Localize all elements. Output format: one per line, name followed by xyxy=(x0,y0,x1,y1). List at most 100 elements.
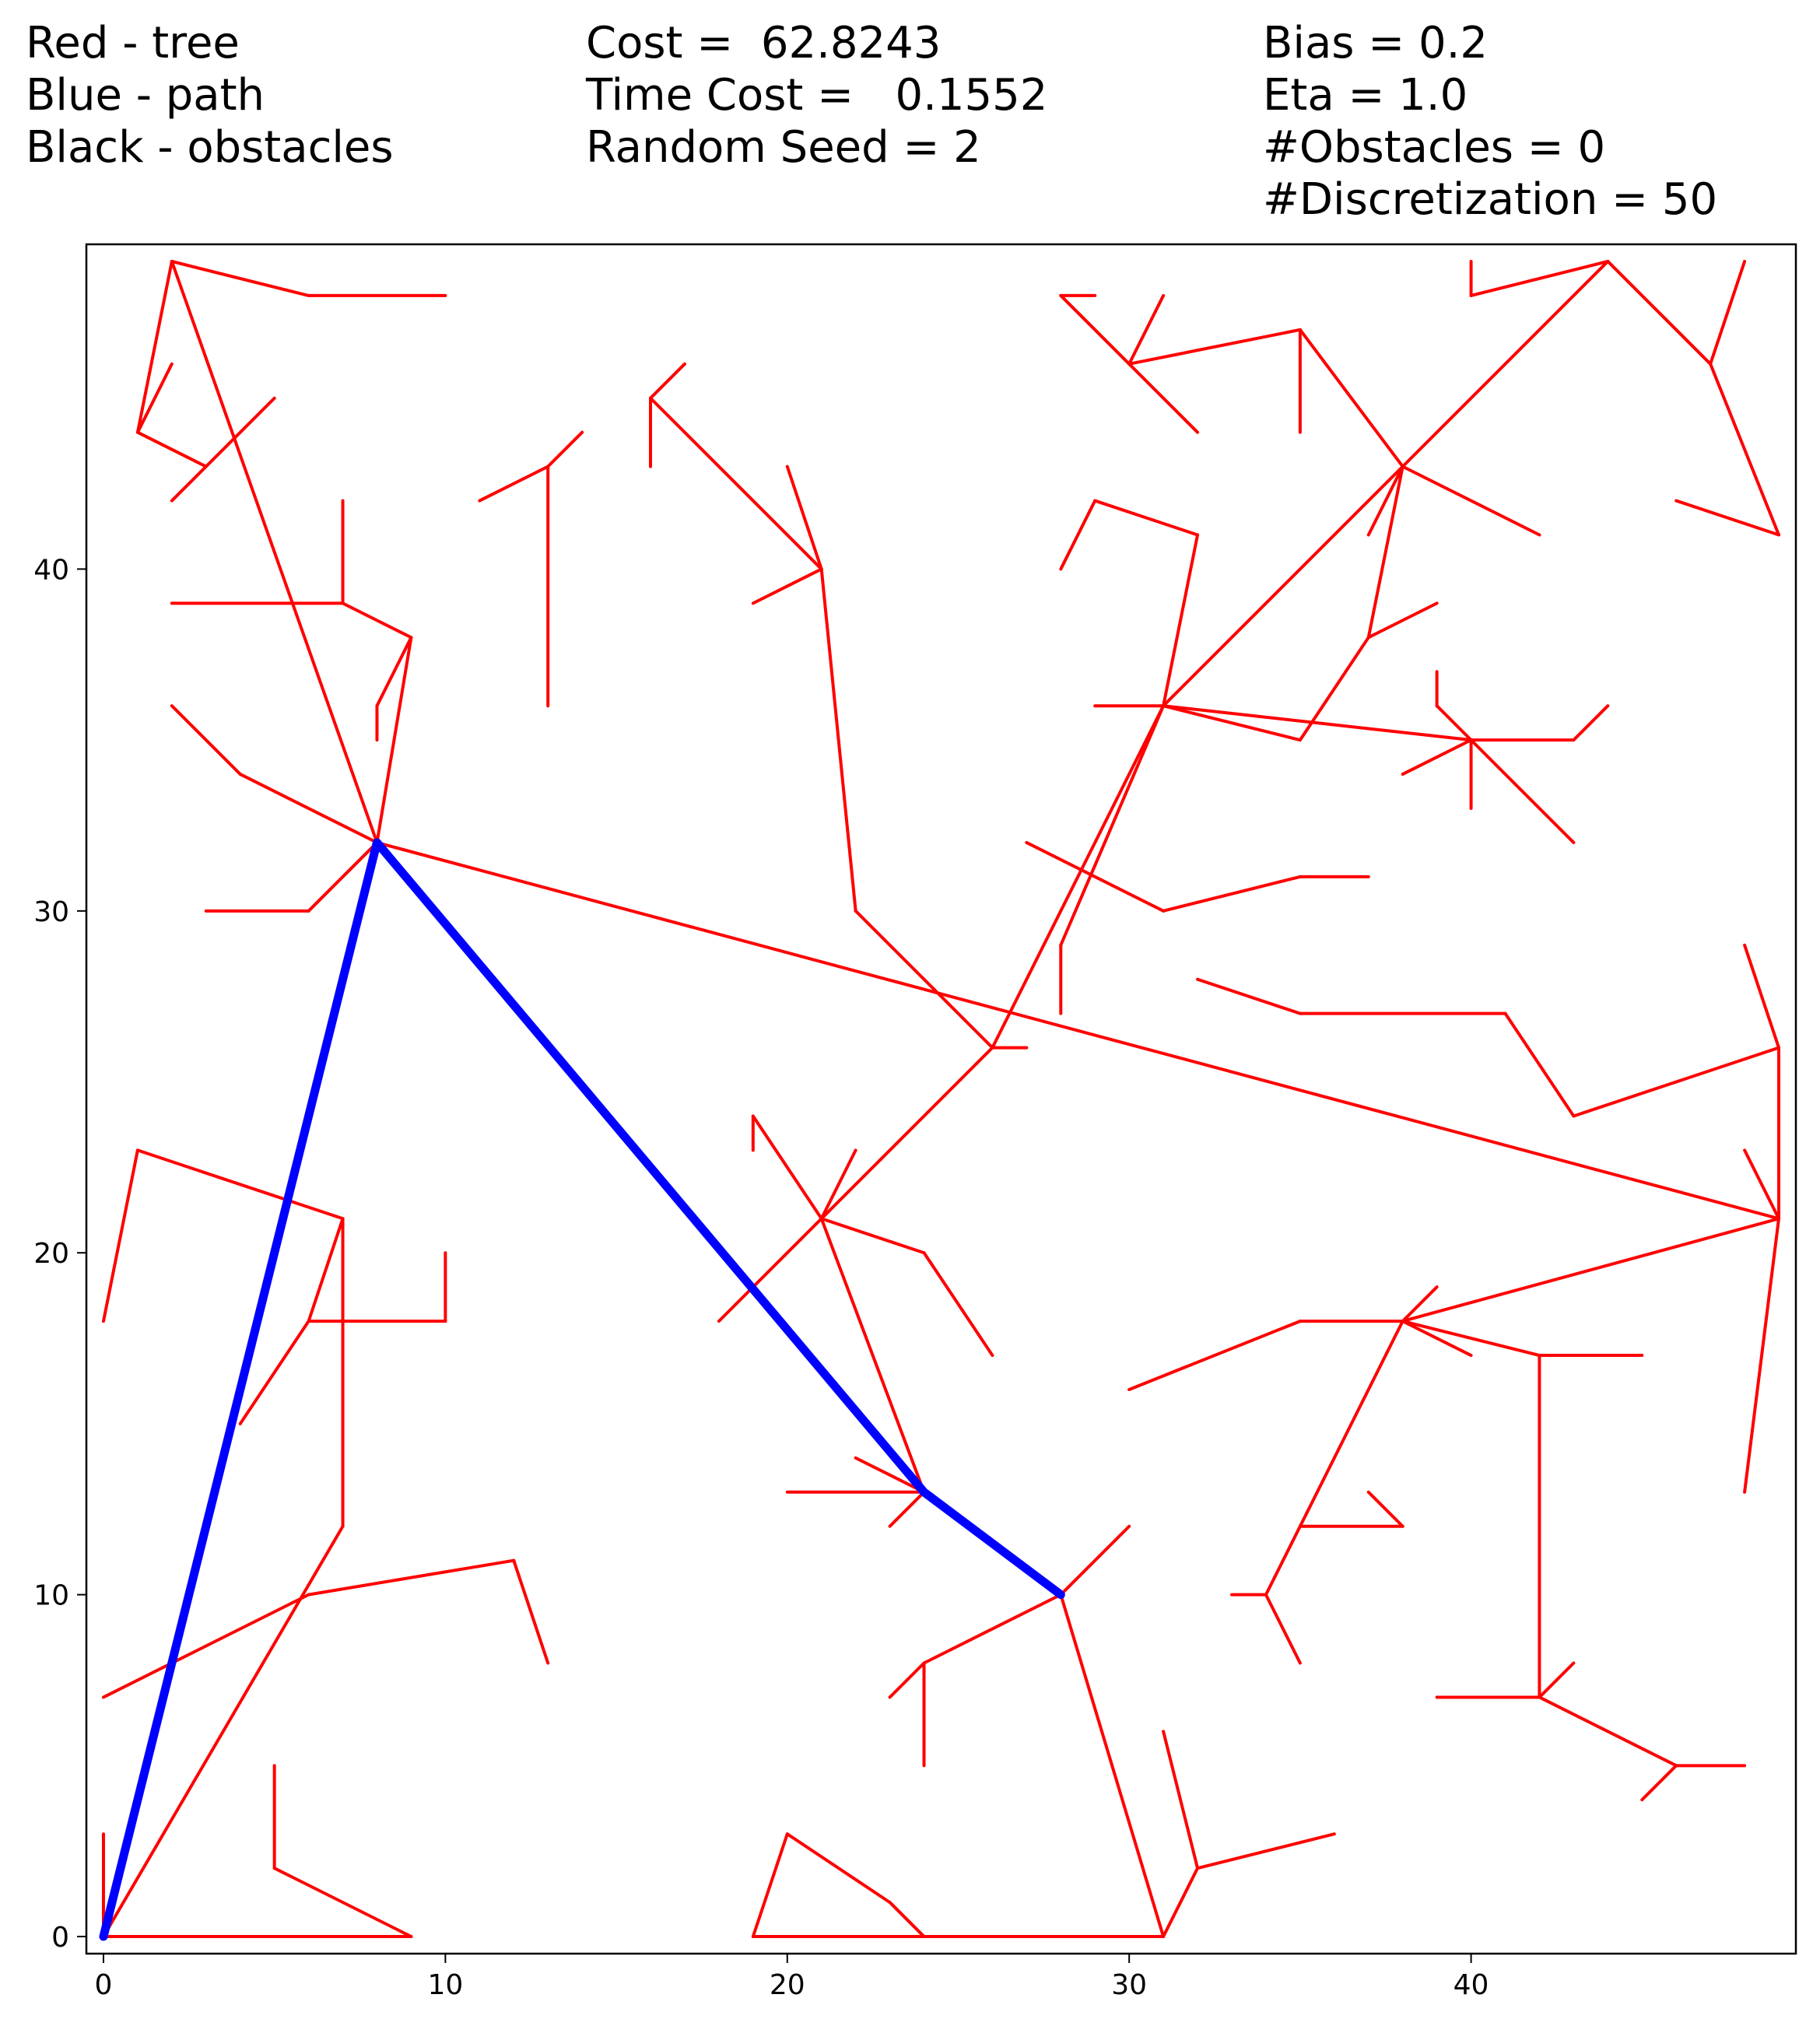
tree-edge xyxy=(238,773,379,844)
tree-edge xyxy=(1264,1593,1302,1665)
tree-edge xyxy=(341,601,413,640)
tree-edge xyxy=(819,1148,857,1221)
legend-obstacles-text: Black - obstacles xyxy=(26,122,394,173)
tree-layer xyxy=(101,259,1781,1939)
tree-edge xyxy=(1366,464,1404,537)
params-text: Bias = 0.2 Eta = 1.0 #Obstacles = 0 #Dis… xyxy=(1263,17,1717,226)
tree-edge xyxy=(1127,362,1200,434)
tree-edge xyxy=(1162,1730,1200,1870)
tree-edge xyxy=(819,1217,926,1255)
path-line xyxy=(99,838,1065,1941)
tree-edge xyxy=(1366,464,1404,640)
tree-edge xyxy=(1162,1867,1200,1939)
tree-edge xyxy=(888,1490,926,1528)
tree-edge xyxy=(1640,1764,1678,1802)
y-tick-label: 30 xyxy=(33,896,69,928)
tree-edge xyxy=(1401,738,1473,776)
tree-edge xyxy=(1162,533,1200,708)
tree-edge xyxy=(375,636,413,708)
legend-tree-text: Red - tree xyxy=(26,18,240,68)
tree-edge xyxy=(307,840,379,913)
tree-edge xyxy=(819,1046,994,1221)
tree-edge xyxy=(819,1217,926,1494)
tree-edge xyxy=(1127,328,1302,366)
tree-edge xyxy=(888,1661,926,1699)
tree-edge xyxy=(922,1593,1063,1665)
tree-edge xyxy=(1093,499,1200,537)
tree-edge xyxy=(512,1558,550,1665)
tree-edge xyxy=(1469,259,1610,297)
tree-edge xyxy=(238,1320,310,1425)
tree-edge xyxy=(1127,1320,1302,1391)
tree-edge xyxy=(1059,499,1097,571)
discretization-text: #Discretization = 50 xyxy=(1263,174,1718,225)
tree-edge xyxy=(854,1456,926,1494)
tree-edge xyxy=(1709,362,1781,537)
tree-edge xyxy=(1264,1320,1404,1597)
time-cost-text: Time Cost = 0.1552 xyxy=(586,70,1048,121)
tree-edge xyxy=(1435,704,1473,742)
tree-edge xyxy=(1059,293,1131,366)
tree-edge xyxy=(1401,1217,1781,1323)
tree-edge xyxy=(204,396,276,468)
tree-edge xyxy=(1503,1011,1576,1118)
cost-text: Cost = 62.8243 xyxy=(586,18,942,68)
tree-edge xyxy=(1162,875,1302,913)
tree-edge xyxy=(888,1901,926,1939)
tree-edge xyxy=(649,362,686,400)
tree-edge xyxy=(1162,704,1302,742)
tree-edge xyxy=(1538,1661,1576,1699)
tree-edge xyxy=(170,704,242,776)
tree-edge xyxy=(170,259,310,297)
tree-edge xyxy=(1196,1832,1336,1870)
tree-edge xyxy=(1743,943,1781,1050)
tree-edge xyxy=(170,464,208,503)
tree-edge xyxy=(1469,738,1576,844)
tree-edge xyxy=(478,464,550,503)
tree-edge xyxy=(785,464,823,571)
x-tick-label: 40 xyxy=(1454,1969,1489,2001)
tree-edge xyxy=(1743,1148,1781,1221)
tree-edge xyxy=(1059,1524,1131,1597)
tree-edge xyxy=(854,909,994,1050)
tree-edge xyxy=(1709,259,1747,366)
y-tick-label: 0 xyxy=(51,1922,69,1954)
random-seed-text: Random Seed = 2 xyxy=(586,122,981,173)
tree-edge xyxy=(1366,601,1439,640)
tree-edge xyxy=(1162,464,1404,708)
tree-edge xyxy=(1401,464,1541,537)
tree-edge xyxy=(1059,704,1166,947)
tree-edge xyxy=(1572,1046,1781,1118)
x-axis-ticks: 0 10 20 30 40 xyxy=(95,1954,1489,2001)
y-axis-ticks: 0 10 20 30 40 xyxy=(33,554,86,1954)
tree-edge xyxy=(1674,499,1781,537)
tree-edge xyxy=(1298,328,1404,468)
tree-edge xyxy=(135,430,208,468)
tree-edge xyxy=(1366,1490,1404,1528)
tree-edge xyxy=(1401,259,1610,468)
tree-edge xyxy=(819,567,857,913)
tree-edge xyxy=(1401,1285,1439,1323)
tree-edge xyxy=(101,1148,139,1323)
tree-edge xyxy=(101,1593,310,1699)
x-tick-label: 20 xyxy=(770,1969,805,2001)
tree-edge xyxy=(1538,1695,1678,1768)
tree-edge xyxy=(1196,977,1302,1015)
tree-edge xyxy=(751,567,823,605)
legend-path-text: Blue - path xyxy=(26,70,265,121)
tree-edge xyxy=(1606,259,1713,366)
tree-edge xyxy=(1162,704,1473,742)
obstacles-count-text: #Obstacles = 0 xyxy=(1263,122,1606,173)
tree-edge xyxy=(135,259,174,434)
tree-edge xyxy=(1025,840,1166,913)
legend-text: Red - tree Blue - path Black - obstacles xyxy=(26,17,394,174)
tree-edge xyxy=(717,1217,823,1323)
x-tick-label: 0 xyxy=(95,1969,113,2001)
tree-edge xyxy=(1572,704,1610,742)
tree-edge xyxy=(1401,1320,1473,1358)
tree-edge xyxy=(135,1148,345,1221)
tree-edge xyxy=(170,259,379,844)
tree-edge xyxy=(991,704,1166,1050)
x-tick-label: 10 xyxy=(427,1969,463,2001)
